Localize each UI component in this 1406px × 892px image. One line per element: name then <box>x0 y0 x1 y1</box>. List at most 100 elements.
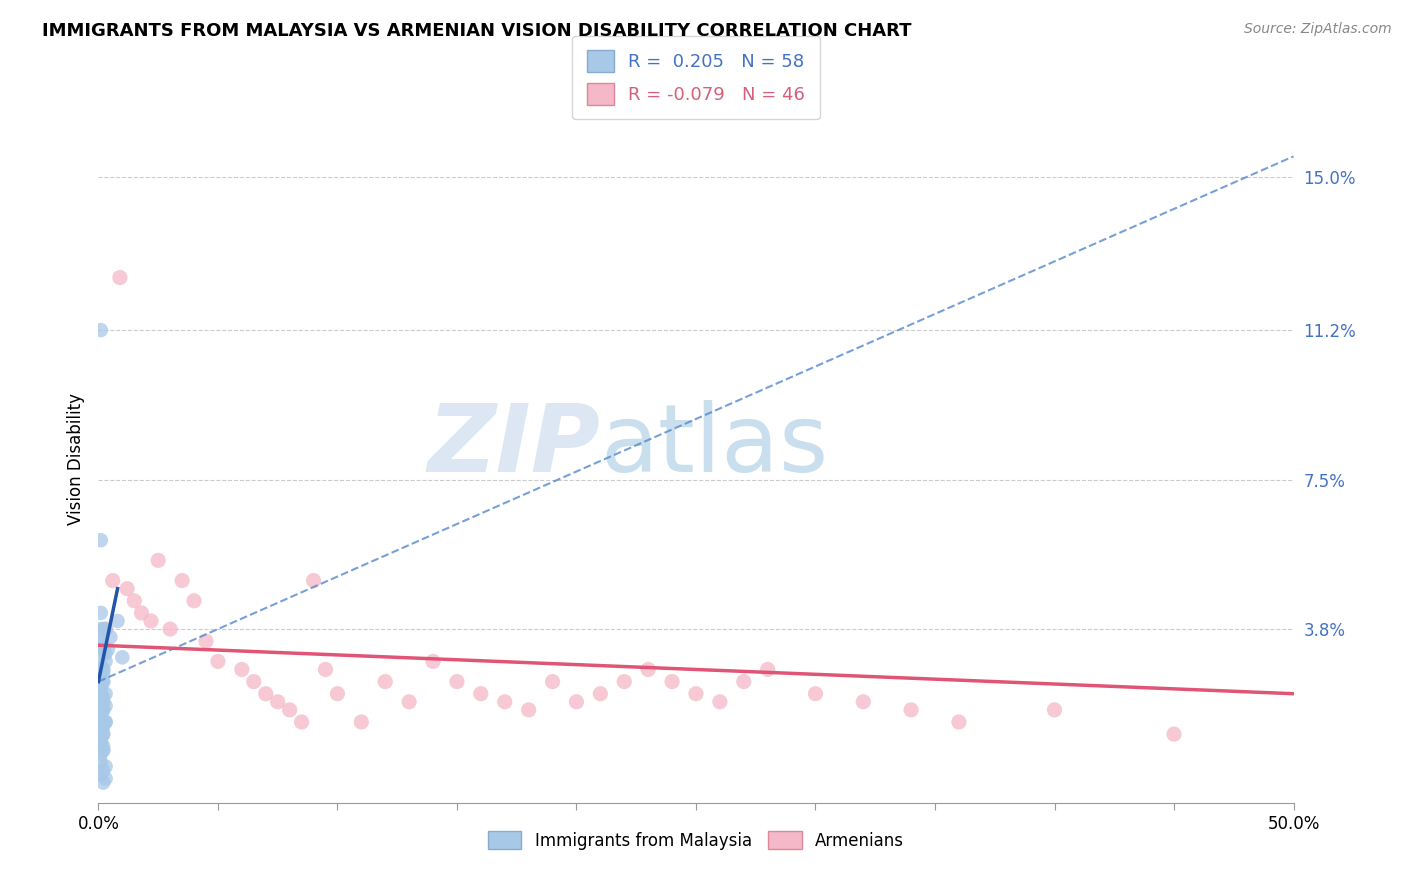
Point <box>207 654 229 668</box>
Point <box>91 743 114 757</box>
Point <box>139 614 162 628</box>
Point <box>94 714 117 729</box>
Point <box>90 663 112 677</box>
Point <box>1163 727 1185 741</box>
Point <box>91 714 114 729</box>
Point <box>661 674 683 689</box>
Point <box>91 703 114 717</box>
Text: IMMIGRANTS FROM MALAYSIA VS ARMENIAN VISION DISABILITY CORRELATION CHART: IMMIGRANTS FROM MALAYSIA VS ARMENIAN VIS… <box>42 22 911 40</box>
Point <box>148 553 170 567</box>
Point <box>541 674 564 689</box>
Point <box>91 775 114 789</box>
Point <box>90 679 112 693</box>
Point <box>107 614 129 628</box>
Point <box>756 663 779 677</box>
Point <box>90 731 112 746</box>
Point <box>374 674 396 689</box>
Point <box>90 323 112 337</box>
Point <box>90 767 112 781</box>
Point <box>90 703 112 717</box>
Point <box>124 594 146 608</box>
Point <box>90 687 112 701</box>
Point <box>948 714 970 729</box>
Point <box>159 622 181 636</box>
Point <box>900 703 922 717</box>
Point <box>90 634 112 648</box>
Point <box>852 695 875 709</box>
Point <box>589 687 612 701</box>
Point <box>637 663 659 677</box>
Point <box>94 714 117 729</box>
Point <box>709 695 731 709</box>
Point <box>91 622 114 636</box>
Point <box>267 695 290 709</box>
Point <box>90 703 112 717</box>
Point <box>90 747 112 762</box>
Point <box>278 703 301 717</box>
Point <box>685 687 707 701</box>
Text: ZIP: ZIP <box>427 400 600 491</box>
Point <box>94 698 117 713</box>
Point <box>804 687 827 701</box>
Point <box>422 654 444 668</box>
Point <box>94 622 117 636</box>
Point <box>90 706 112 721</box>
Point <box>90 735 112 749</box>
Point <box>326 687 349 701</box>
Point <box>183 594 205 608</box>
Point <box>291 714 314 729</box>
Point <box>98 630 122 644</box>
Point <box>350 714 373 729</box>
Point <box>108 270 131 285</box>
Point <box>733 674 755 689</box>
Point <box>91 646 114 660</box>
Point <box>195 634 218 648</box>
Point <box>90 622 112 636</box>
Point <box>91 663 114 677</box>
Point <box>90 533 112 548</box>
Point <box>90 735 112 749</box>
Point <box>302 574 325 588</box>
Point <box>90 663 112 677</box>
Point <box>91 674 114 689</box>
Y-axis label: Vision Disability: Vision Disability <box>66 393 84 525</box>
Text: Source: ZipAtlas.com: Source: ZipAtlas.com <box>1244 22 1392 37</box>
Point <box>101 574 124 588</box>
Point <box>517 703 540 717</box>
Point <box>91 695 114 709</box>
Point <box>91 642 114 657</box>
Point <box>90 682 112 697</box>
Point <box>91 674 114 689</box>
Point <box>565 695 588 709</box>
Point <box>97 642 120 657</box>
Point <box>90 606 112 620</box>
Point <box>315 663 337 677</box>
Point <box>90 756 112 770</box>
Point <box>94 772 117 786</box>
Point <box>91 690 114 705</box>
Point <box>243 674 266 689</box>
Point <box>613 674 636 689</box>
Point <box>115 582 138 596</box>
Text: atlas: atlas <box>600 400 828 491</box>
Point <box>91 666 114 681</box>
Point <box>90 658 112 673</box>
Point <box>94 687 117 701</box>
Point <box>90 674 112 689</box>
Point <box>91 743 114 757</box>
Point <box>172 574 194 588</box>
Point <box>91 727 114 741</box>
Point <box>91 739 114 754</box>
Point <box>94 654 117 668</box>
Point <box>254 687 277 701</box>
Point <box>91 719 114 733</box>
Point <box>90 723 112 737</box>
Point <box>131 606 153 620</box>
Point <box>470 687 492 701</box>
Point <box>91 663 114 677</box>
Point <box>94 622 117 636</box>
Point <box>1043 703 1066 717</box>
Point <box>398 695 420 709</box>
Point <box>91 727 114 741</box>
Point <box>91 703 114 717</box>
